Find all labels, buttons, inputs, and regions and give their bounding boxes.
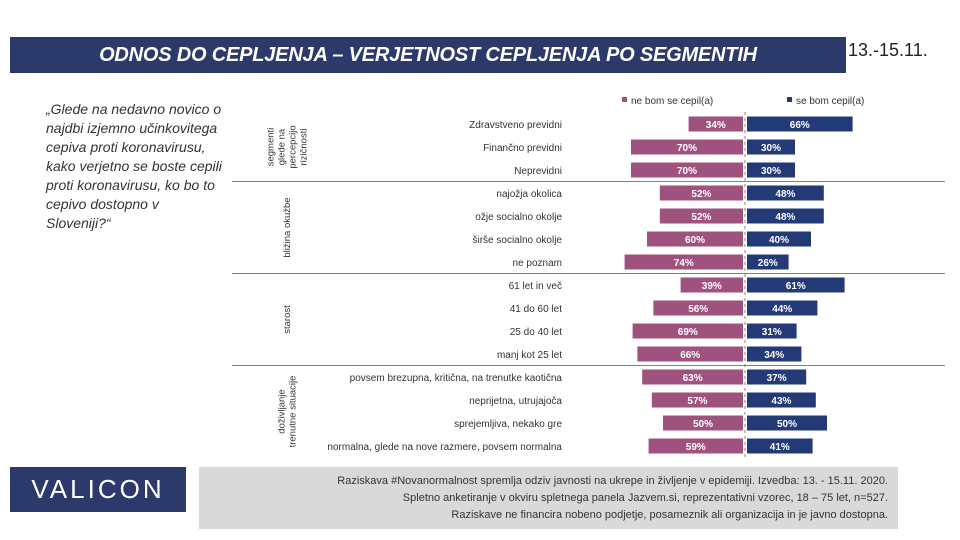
category-label: najožja okolica (496, 189, 562, 200)
data-label-yes: 34% (764, 350, 784, 361)
data-label-no: 52% (691, 212, 711, 223)
bar-no (659, 208, 743, 224)
category-label: Zdravstveno previdni (469, 120, 562, 131)
data-label-yes: 66% (790, 120, 810, 131)
category-label: 61 let in več (509, 281, 562, 292)
bar-no (663, 415, 743, 431)
bar-yes (747, 162, 795, 178)
group-label: bližina okužbe (282, 197, 293, 257)
bar-yes (747, 208, 824, 224)
data-label-yes: 30% (761, 166, 781, 177)
footer-line-2: Spletno anketiranje v okviru spletnega p… (402, 492, 888, 504)
bar-yes (747, 139, 795, 155)
data-label-yes: 48% (775, 189, 795, 200)
data-label-yes: 37% (767, 373, 787, 384)
group-label: doživljanje (277, 389, 288, 433)
data-label-no: 60% (685, 235, 705, 246)
data-label-yes: 26% (758, 258, 778, 269)
bar-yes (747, 392, 816, 408)
survey-question: „Glede na nedavno novico o najdbi izjemn… (46, 101, 222, 231)
data-label-no: 57% (687, 396, 707, 407)
group-label: rizičnosti (299, 129, 310, 166)
bar-no (648, 438, 743, 454)
group-label: trenutne situacije (288, 376, 299, 448)
data-label-yes: 43% (771, 396, 791, 407)
bar-no (642, 369, 743, 385)
bar-no (624, 254, 743, 270)
data-label-yes: 61% (786, 281, 806, 292)
bar-no (632, 323, 743, 339)
footer-note: Raziskava #Novanormalnost spremlja odziv… (199, 467, 898, 529)
legend-label-yes: se bom cepil(a) (796, 96, 864, 107)
data-label-no: 63% (683, 373, 703, 384)
category-label: neprijetna, utrujajoča (469, 396, 562, 407)
data-label-yes: 50% (777, 419, 797, 430)
group-label: segmenti (266, 128, 277, 167)
data-label-no: 59% (686, 442, 706, 453)
data-label-no: 70% (677, 143, 697, 154)
category-label: normalna, glede na nove razmere, povsem … (327, 442, 562, 453)
data-label-no: 39% (702, 281, 722, 292)
survey-date: 13.-15.11. (848, 40, 928, 60)
title-bar: ODNOS DO CEPLJENJA – VERJETNOST CEPLJENJ… (10, 37, 846, 73)
bar-no (651, 392, 743, 408)
bar-no (659, 185, 743, 201)
legend-swatch-yes (787, 97, 792, 102)
bar-no (653, 300, 743, 316)
bar-yes (747, 254, 789, 270)
group-label: glede na (277, 128, 288, 165)
category-label: sprejemljiva, nekako gre (454, 419, 562, 430)
data-label-no: 70% (677, 166, 697, 177)
data-label-yes: 30% (761, 143, 781, 154)
bar-yes (747, 346, 802, 362)
legend-swatch-no (622, 97, 627, 102)
data-label-yes: 40% (769, 235, 789, 246)
group-label: percepcijo (288, 125, 299, 168)
data-label-no: 50% (693, 419, 713, 430)
bar-yes (747, 438, 813, 454)
bar-no (647, 231, 743, 247)
bar-no (680, 277, 743, 293)
category-label: ne poznam (513, 258, 562, 269)
bar-yes (747, 185, 824, 201)
data-label-no: 34% (706, 120, 726, 131)
data-label-yes: 31% (762, 327, 782, 338)
bar-no (688, 116, 743, 132)
legend-label-no: ne bom se cepil(a) (631, 96, 713, 107)
category-label: Finančno previdni (483, 143, 562, 154)
bar-no (631, 139, 743, 155)
bar-no (631, 162, 743, 178)
data-label-yes: 41% (770, 442, 790, 453)
valicon-logo: VALICON (10, 467, 186, 512)
data-label-yes: 48% (775, 212, 795, 223)
category-label: 41 do 60 let (510, 304, 562, 315)
bar-yes (747, 277, 845, 293)
bar-yes (747, 300, 818, 316)
bar-no (637, 346, 743, 362)
footer-line-1: Raziskava #Novanormalnost spremlja odziv… (337, 475, 888, 487)
bar-yes (747, 323, 797, 339)
bar-yes (747, 415, 827, 431)
category-label: širše socialno okolje (473, 235, 563, 246)
bar-yes (747, 116, 853, 132)
category-label: 25 do 40 let (510, 327, 562, 338)
category-label: Neprevidni (514, 166, 562, 177)
data-label-yes: 44% (772, 304, 792, 315)
data-label-no: 69% (678, 327, 698, 338)
page-title: ODNOS DO CEPLJENJA – VERJETNOST CEPLJENJ… (99, 44, 757, 66)
data-label-no: 52% (691, 189, 711, 200)
footer-line-3: Raziskave ne financira nobeno podjetje, … (451, 509, 888, 521)
bar-yes (747, 369, 807, 385)
data-label-no: 74% (674, 258, 694, 269)
category-label: manj kot 25 let (497, 350, 562, 361)
bar-yes (747, 231, 811, 247)
group-label: starost (282, 305, 293, 334)
data-label-no: 66% (680, 350, 700, 361)
category-label: povsem brezupna, kritična, na trenutke k… (350, 373, 563, 384)
category-label: ožje socialno okolje (475, 212, 562, 223)
data-label-no: 56% (688, 304, 708, 315)
